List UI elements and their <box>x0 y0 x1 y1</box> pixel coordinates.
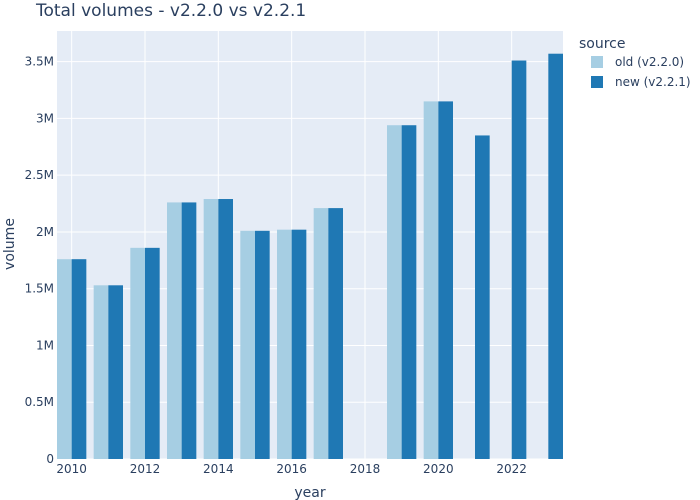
bar[interactable] <box>108 285 123 459</box>
bar[interactable] <box>57 259 72 459</box>
legend[interactable]: source old (v2.2.0) new (v2.2.1) <box>579 36 691 89</box>
y-tick-label: 0 <box>46 452 54 466</box>
y-tick-label: 3M <box>36 111 54 125</box>
x-tick-label: 2022 <box>496 462 527 476</box>
bars[interactable] <box>57 53 563 460</box>
legend-swatch[interactable] <box>591 56 603 68</box>
legend-entry-label[interactable]: old (v2.2.0) <box>615 55 684 69</box>
x-tick-label: 2016 <box>276 462 307 476</box>
bar[interactable] <box>71 259 87 459</box>
bar[interactable] <box>291 229 307 459</box>
bar[interactable] <box>387 125 402 459</box>
bar[interactable] <box>181 202 197 459</box>
legend-swatch[interactable] <box>591 76 603 88</box>
bar[interactable] <box>240 230 255 459</box>
bar[interactable] <box>328 208 343 459</box>
y-tick-label: 0.5M <box>25 395 54 409</box>
legend-entry-label[interactable]: new (v2.2.1) <box>615 75 691 89</box>
legend-title: source <box>579 36 626 52</box>
x-tick-label: 2012 <box>130 462 161 476</box>
x-tick-label: 2020 <box>423 462 454 476</box>
bar[interactable] <box>255 230 270 459</box>
x-tick-label: 2010 <box>56 462 87 476</box>
y-axis-ticks: 0 0.5M 1M 1.5M 2M 2.5M 3M 3.5M <box>25 55 54 466</box>
y-axis-label: volume <box>2 218 18 270</box>
y-tick-label: 2M <box>36 225 54 239</box>
bar[interactable] <box>548 53 563 460</box>
bar[interactable] <box>313 208 329 459</box>
bar[interactable] <box>167 202 182 459</box>
y-tick-label: 3.5M <box>25 55 54 69</box>
bar[interactable] <box>423 101 439 459</box>
bar[interactable] <box>401 125 417 459</box>
bar[interactable] <box>438 101 453 459</box>
y-tick-label: 2.5M <box>25 168 54 182</box>
bar[interactable] <box>277 229 292 459</box>
bar[interactable] <box>475 135 490 459</box>
bar[interactable] <box>218 199 233 459</box>
x-tick-label: 2018 <box>350 462 381 476</box>
x-tick-label: 2014 <box>203 462 234 476</box>
bar[interactable] <box>93 285 109 459</box>
bar[interactable] <box>145 247 160 459</box>
y-tick-label: 1M <box>36 338 54 352</box>
x-axis-label: year <box>294 485 325 500</box>
bar[interactable] <box>203 199 219 459</box>
bar[interactable] <box>130 247 145 459</box>
chart-title: Total volumes - v2.2.0 vs v2.2.1 <box>35 1 306 21</box>
bar[interactable] <box>511 60 527 459</box>
y-tick-label: 1.5M <box>25 282 54 296</box>
x-axis-ticks: 2010 2012 2014 2016 2018 2020 2022 <box>56 462 527 476</box>
